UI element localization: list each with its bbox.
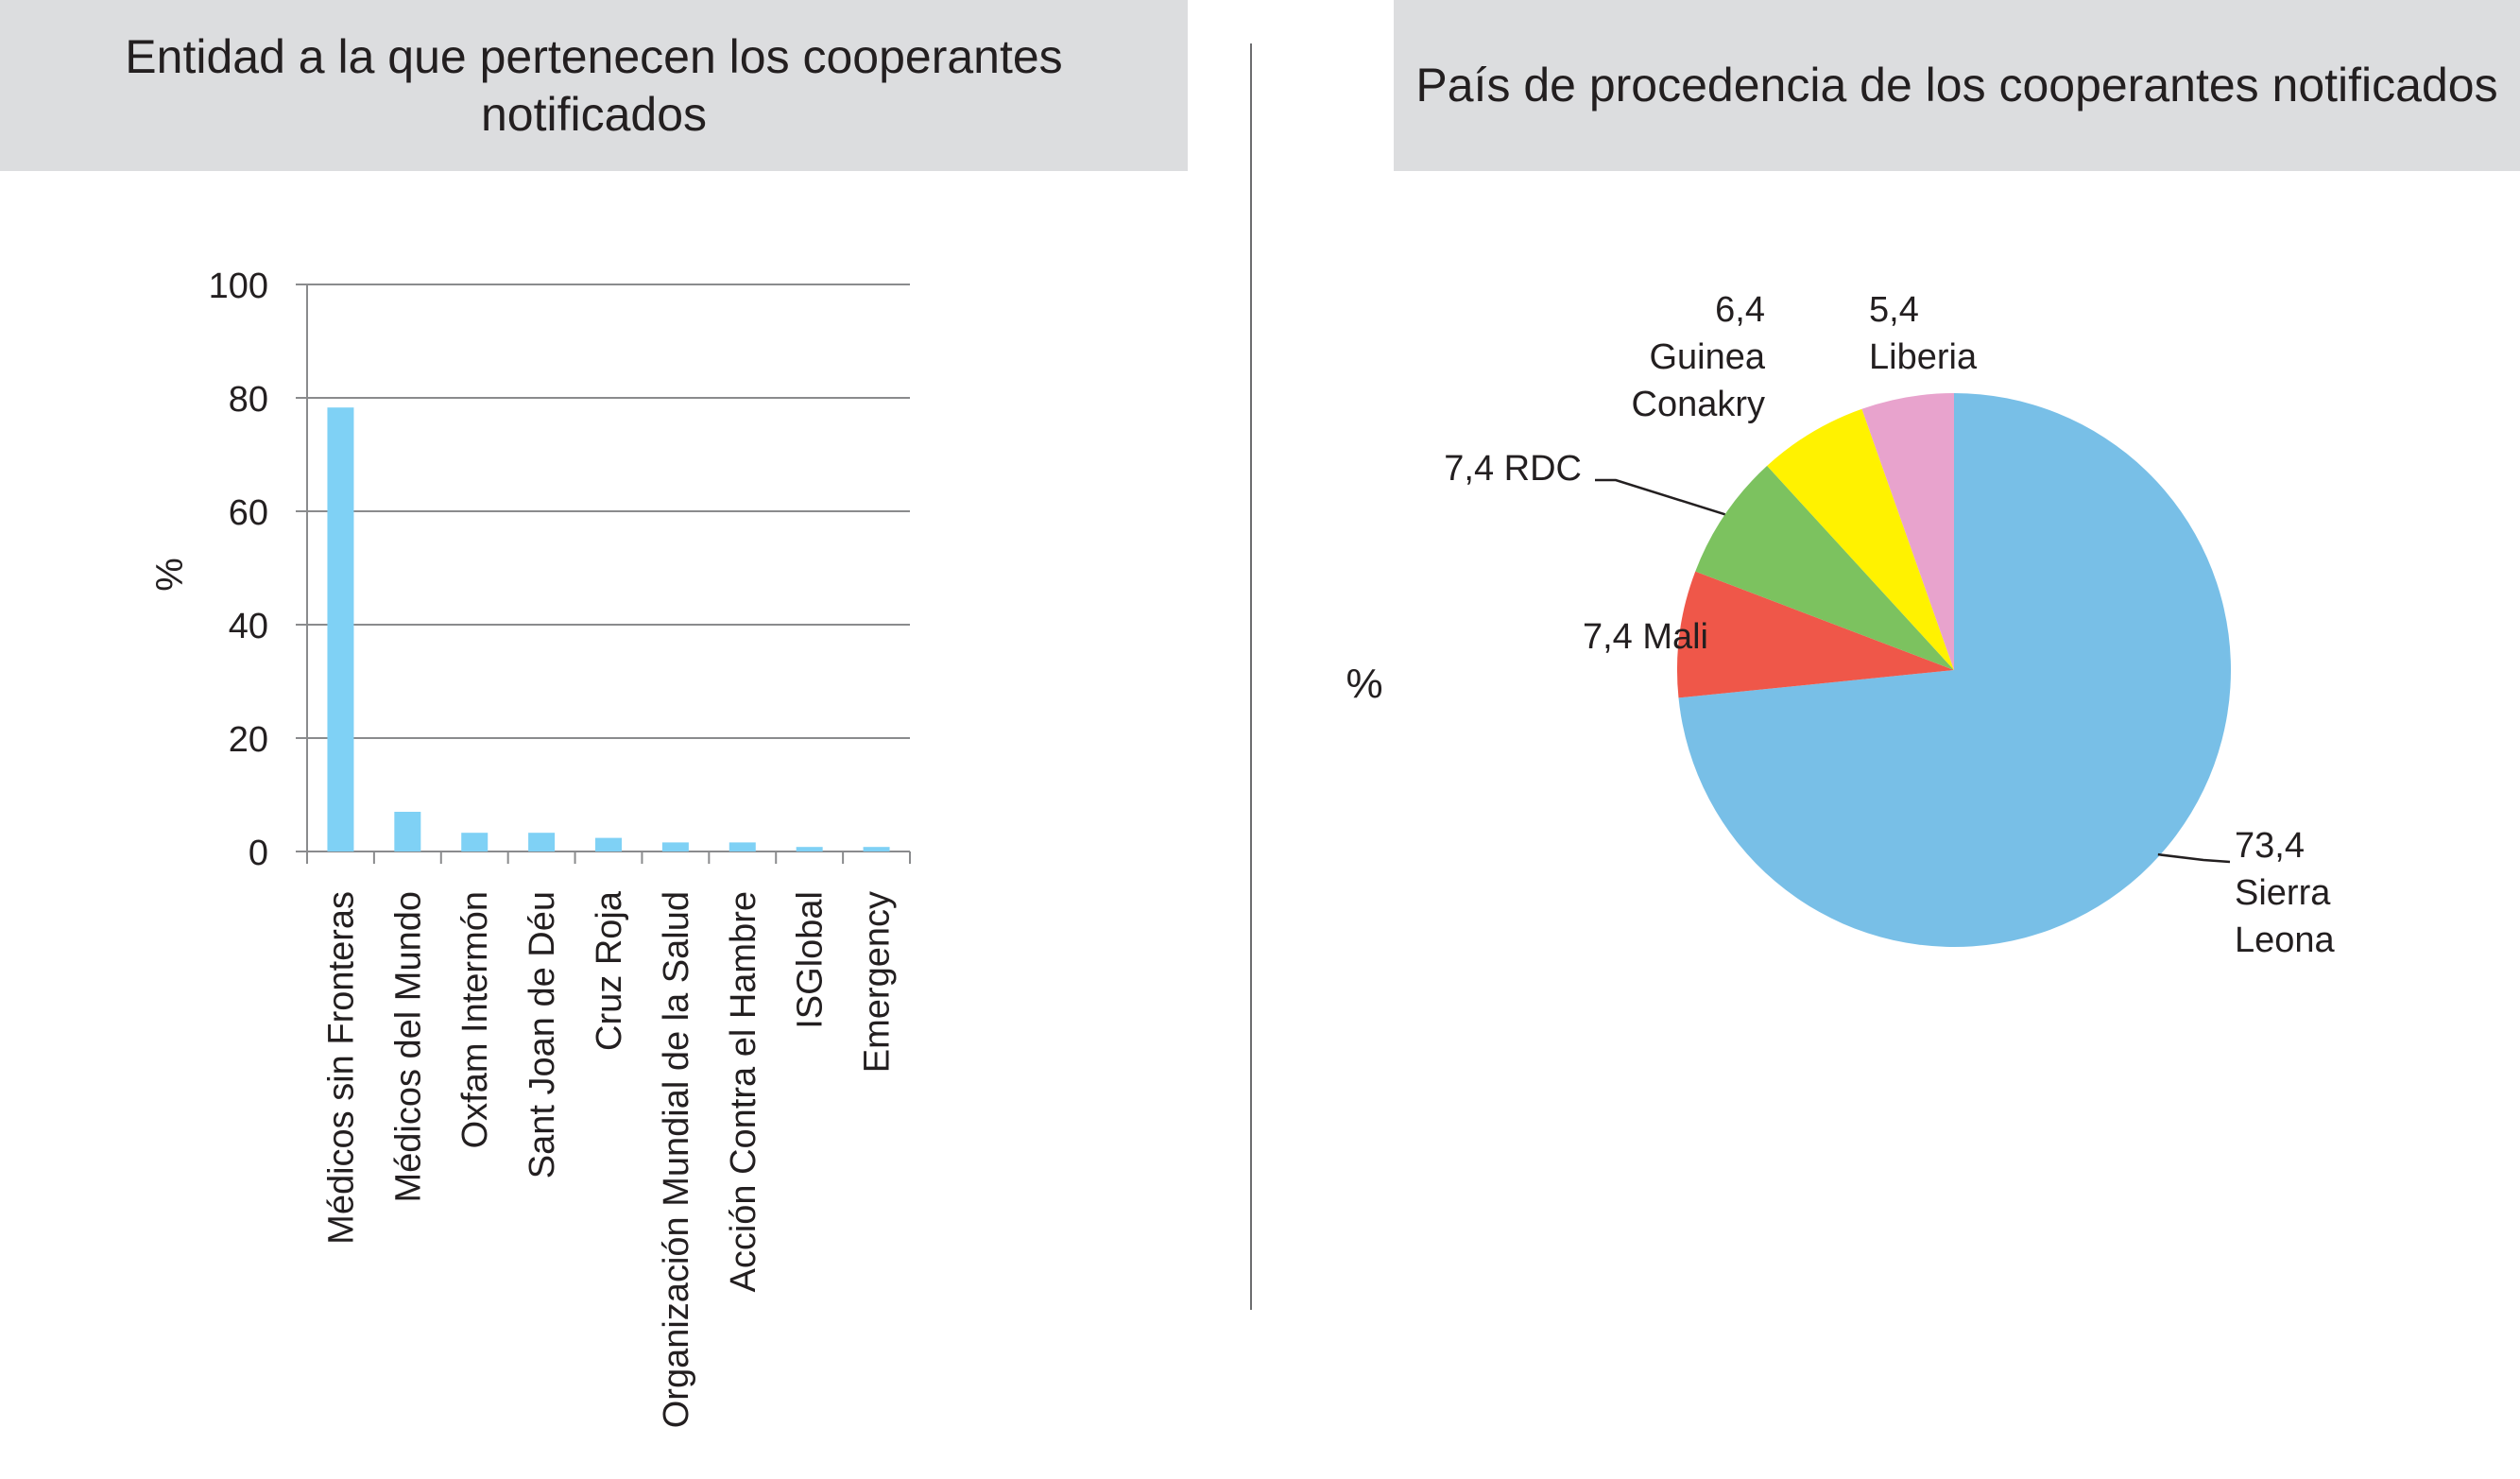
pie-label: 7,4 Mali: [1583, 617, 1708, 657]
panel-divider: [1250, 43, 1252, 1310]
bar: [863, 847, 890, 851]
bar: [729, 842, 756, 851]
x-category-label: Organización Mundial de la Salud: [657, 891, 696, 1428]
y-tick-label: 100: [209, 267, 268, 306]
y-tick-label: 20: [229, 720, 268, 760]
pie-label: Leona: [2235, 920, 2336, 960]
bar: [461, 833, 489, 851]
x-category-label: Médicos sin Fronteras: [321, 891, 361, 1245]
left-chart-header: Entidad a la que pertenecen los cooperan…: [0, 0, 1188, 171]
pie-label: Guinea: [1649, 337, 1765, 377]
pie-slice: [1678, 393, 2231, 947]
pie-label: 6,4: [1715, 290, 1765, 330]
pie-label: 7,4 RDC: [1444, 449, 1582, 489]
pie-label: 5,4: [1869, 290, 1919, 330]
right-chart-header: País de procedencia de los cooperantes n…: [1394, 0, 2520, 171]
right-chart-title: País de procedencia de los cooperantes n…: [1415, 59, 2498, 112]
pie-label: Liberia: [1869, 337, 1978, 377]
pie-label: Sierra: [2235, 873, 2331, 913]
x-category-label: Cruz Roja: [590, 890, 629, 1051]
y-tick-label: 80: [229, 380, 268, 420]
y-axis-label: %: [149, 558, 191, 592]
pie-chart: % 73,4 Sierra Leona 7,4 Mali 7,4 RDC 6,4 Guinea…: [1346, 290, 2335, 960]
bar-chart: 0 20 40 60 80 100% Médicos sin Fronteras Médico…: [149, 267, 911, 1428]
bar: [595, 837, 622, 851]
leader-line: [1595, 478, 1726, 516]
bar: [661, 842, 689, 851]
y-tick-label: 0: [249, 834, 268, 873]
x-category-label: Oxfam Intermón: [455, 891, 495, 1148]
y-tick-label: 40: [229, 607, 268, 646]
bar: [327, 407, 354, 851]
leader-line: [2157, 852, 2231, 864]
bar: [528, 833, 556, 851]
x-category-label: Acción Contra el Hambre: [724, 891, 763, 1293]
x-category-label: ISGlobal: [791, 891, 831, 1029]
pie-slice: [1677, 571, 1954, 698]
pie-slice: [1695, 465, 1954, 670]
pie-label: Conakry: [1632, 385, 1766, 424]
x-category-label: Sant Joan de Déu: [523, 891, 562, 1178]
pie-slice: [1861, 393, 1954, 670]
x-category-label: Emergency: [858, 891, 898, 1073]
bar: [796, 847, 823, 851]
x-category-label: Médicos del Mundo: [388, 891, 428, 1203]
y-tick-label: 60: [229, 493, 268, 533]
left-chart-title: Entidad a la que pertenecen los cooperan…: [125, 29, 1063, 141]
bar: [394, 812, 421, 851]
pie-y-label: %: [1346, 661, 1382, 707]
pie-label: 73,4: [2235, 826, 2305, 866]
pie-slice: [1767, 408, 1954, 670]
